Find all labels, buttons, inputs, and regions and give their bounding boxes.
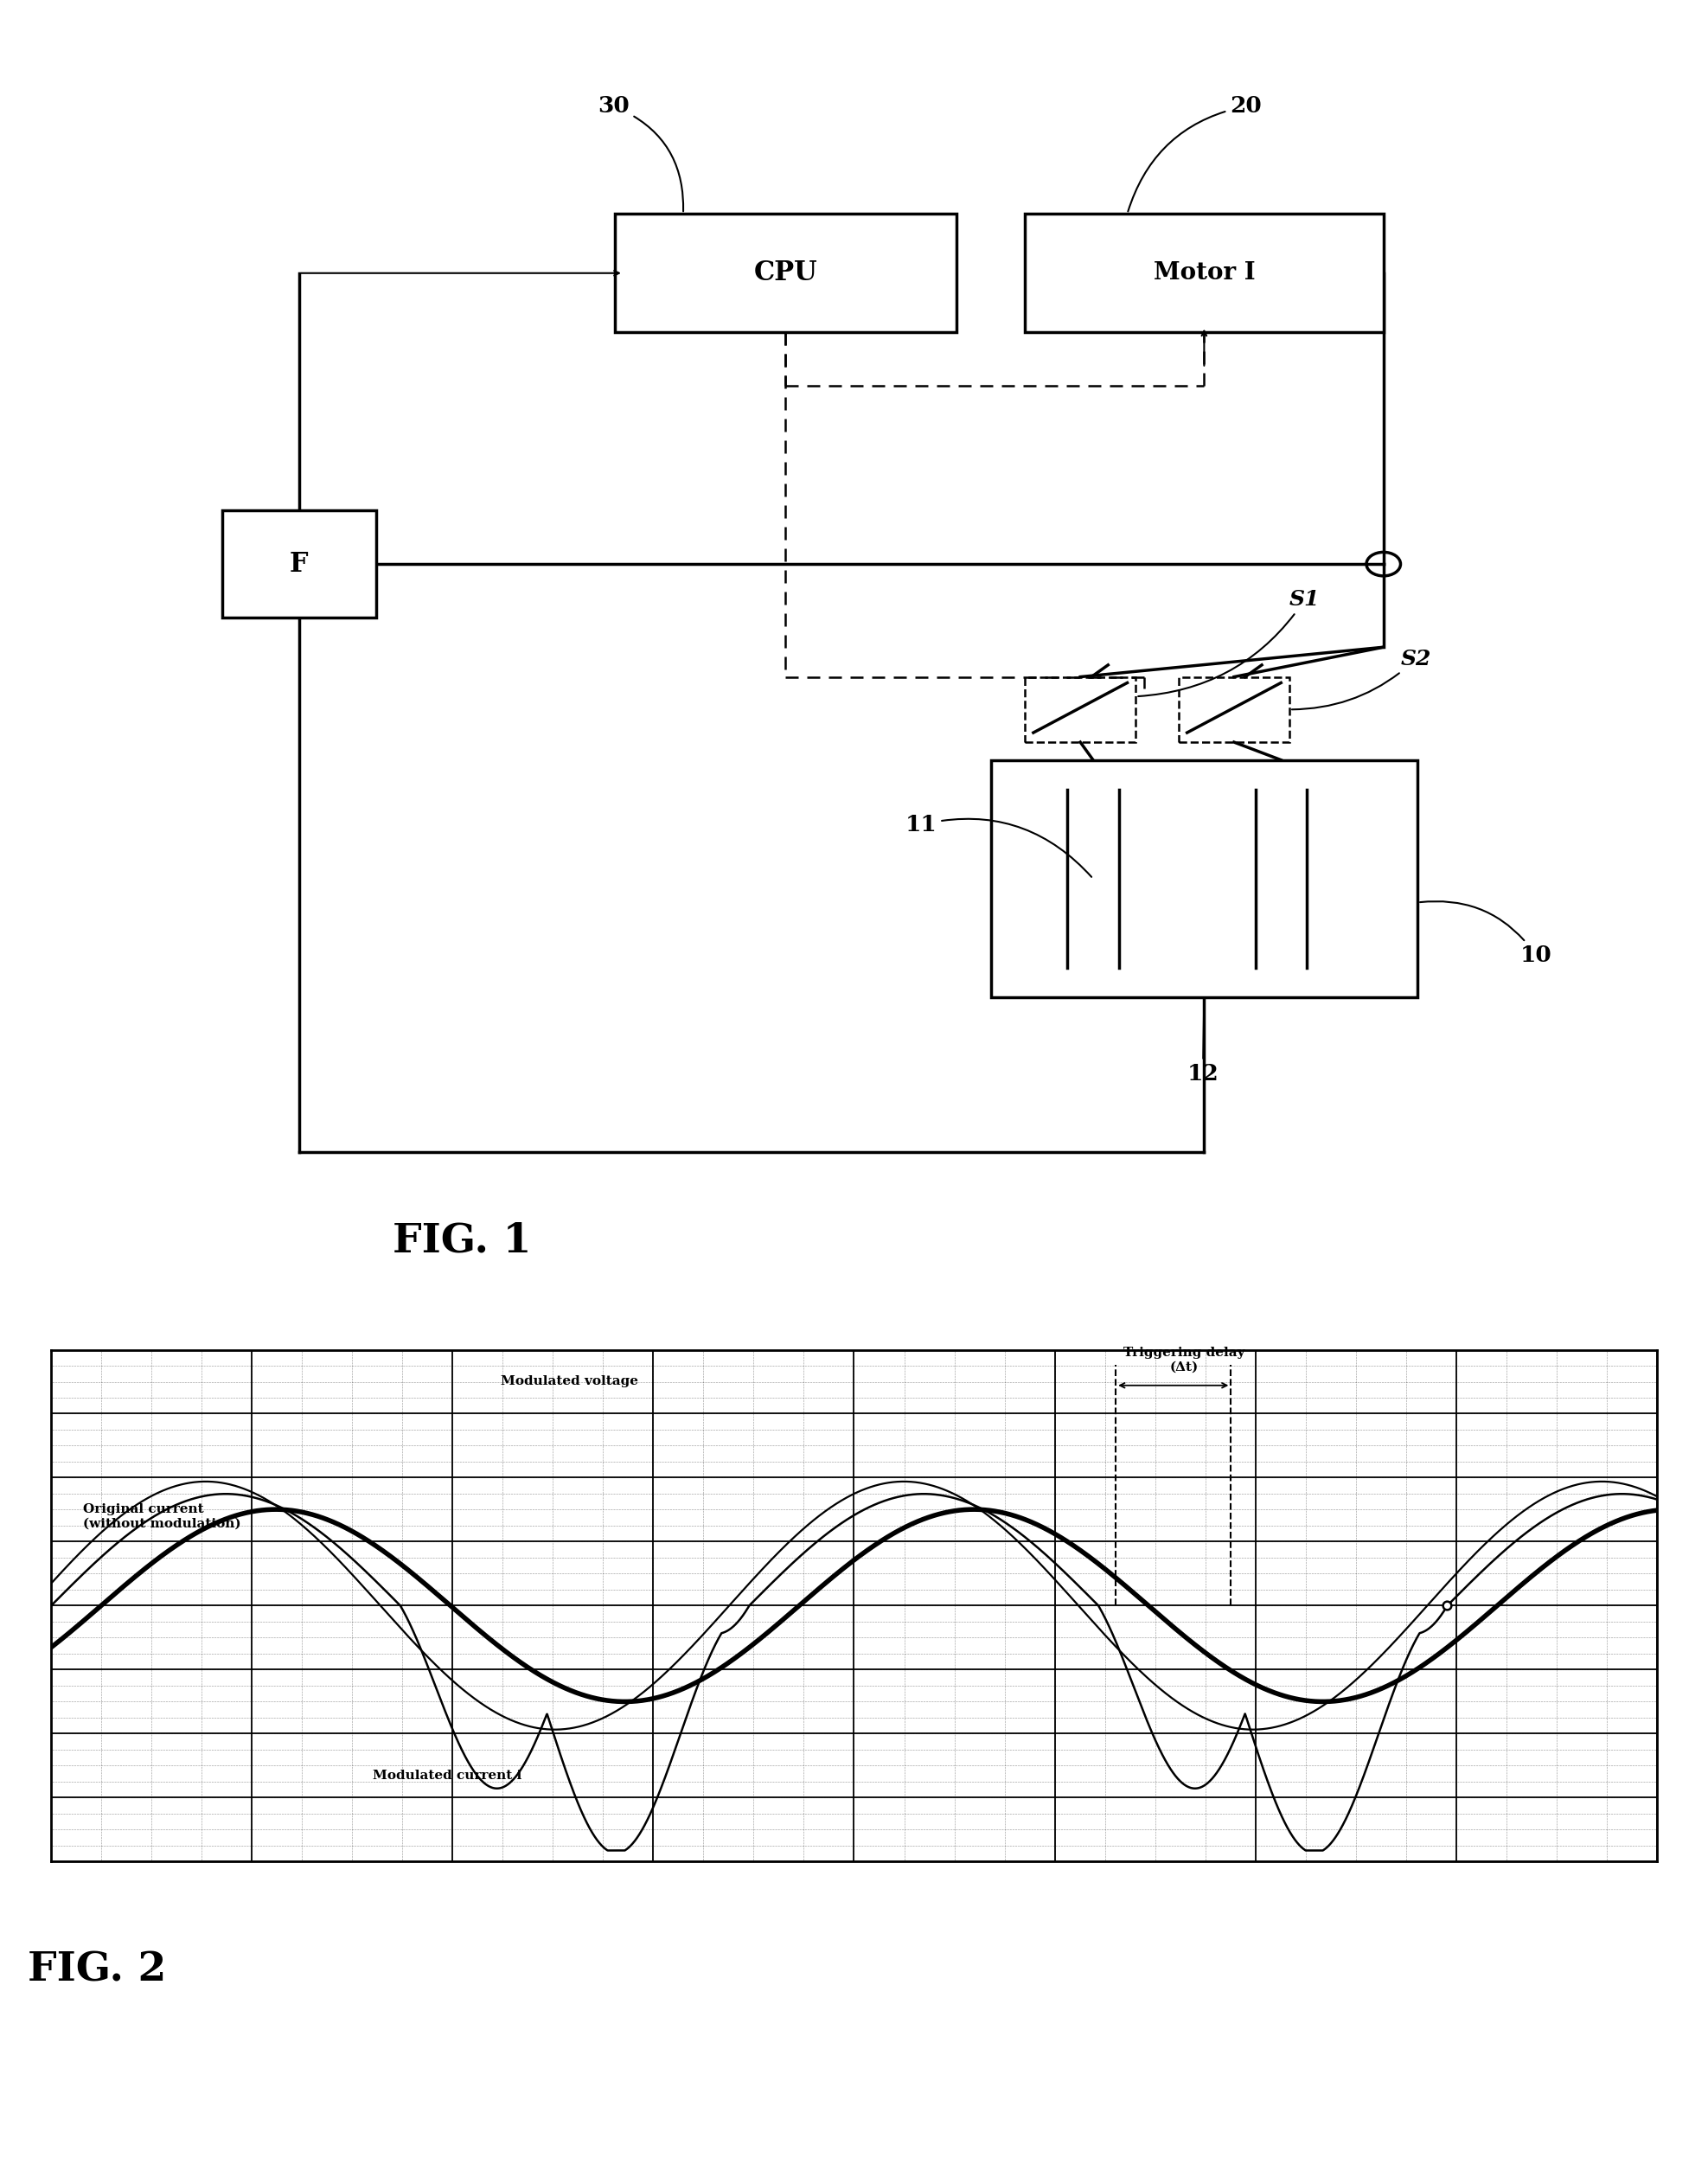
Text: F: F	[290, 551, 307, 577]
Text: FIG. 2: FIG. 2	[27, 1951, 166, 1990]
Text: 20: 20	[1127, 96, 1262, 211]
FancyBboxPatch shape	[1025, 213, 1383, 333]
FancyBboxPatch shape	[222, 512, 376, 618]
Text: Triggering delay
(Δt): Triggering delay (Δt)	[1124, 1348, 1245, 1374]
FancyBboxPatch shape	[615, 213, 956, 333]
Text: CPU: CPU	[753, 259, 818, 287]
FancyBboxPatch shape	[991, 760, 1418, 997]
Text: S2: S2	[1291, 649, 1431, 710]
Text: FIG. 1: FIG. 1	[393, 1221, 531, 1260]
Text: Modulated voltage: Modulated voltage	[500, 1376, 639, 1387]
Text: Modulated current i: Modulated current i	[372, 1770, 521, 1781]
Text: Original current
(without modulation): Original current (without modulation)	[84, 1502, 241, 1528]
Text: 10: 10	[1419, 901, 1553, 967]
Text: S1: S1	[1138, 590, 1320, 697]
Text: Motor I: Motor I	[1153, 261, 1255, 285]
Text: 30: 30	[598, 96, 683, 211]
Text: 11: 11	[905, 814, 1091, 877]
Text: 12: 12	[1187, 999, 1220, 1084]
